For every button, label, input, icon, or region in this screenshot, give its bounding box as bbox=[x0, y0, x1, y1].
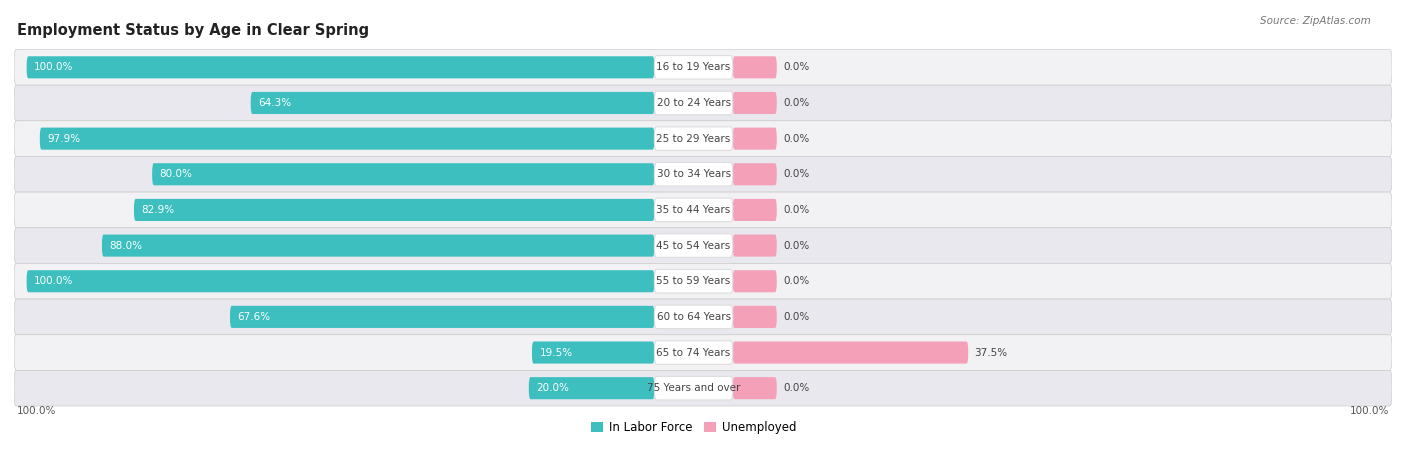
FancyBboxPatch shape bbox=[152, 163, 654, 185]
Text: 25 to 29 Years: 25 to 29 Years bbox=[657, 133, 731, 143]
Text: Employment Status by Age in Clear Spring: Employment Status by Age in Clear Spring bbox=[17, 23, 370, 38]
FancyBboxPatch shape bbox=[14, 228, 1392, 263]
FancyBboxPatch shape bbox=[733, 92, 776, 114]
FancyBboxPatch shape bbox=[14, 299, 1392, 335]
Text: 20.0%: 20.0% bbox=[536, 383, 569, 393]
Text: 0.0%: 0.0% bbox=[783, 62, 810, 72]
FancyBboxPatch shape bbox=[14, 50, 1392, 85]
Text: 30 to 34 Years: 30 to 34 Years bbox=[657, 169, 731, 179]
FancyBboxPatch shape bbox=[27, 56, 654, 78]
Text: 65 to 74 Years: 65 to 74 Years bbox=[657, 348, 731, 358]
FancyBboxPatch shape bbox=[733, 377, 776, 399]
Text: 97.9%: 97.9% bbox=[48, 133, 80, 143]
Text: 45 to 54 Years: 45 to 54 Years bbox=[657, 240, 731, 251]
FancyBboxPatch shape bbox=[134, 199, 654, 221]
Text: 82.9%: 82.9% bbox=[142, 205, 174, 215]
FancyBboxPatch shape bbox=[654, 162, 733, 186]
FancyBboxPatch shape bbox=[531, 341, 654, 364]
Text: 67.6%: 67.6% bbox=[238, 312, 271, 322]
FancyBboxPatch shape bbox=[14, 156, 1392, 192]
Text: 0.0%: 0.0% bbox=[783, 205, 810, 215]
FancyBboxPatch shape bbox=[103, 235, 654, 257]
FancyBboxPatch shape bbox=[654, 55, 733, 79]
FancyBboxPatch shape bbox=[39, 128, 654, 150]
FancyBboxPatch shape bbox=[654, 305, 733, 329]
FancyBboxPatch shape bbox=[733, 199, 776, 221]
Text: Source: ZipAtlas.com: Source: ZipAtlas.com bbox=[1260, 16, 1371, 26]
Text: 0.0%: 0.0% bbox=[783, 169, 810, 179]
Text: 0.0%: 0.0% bbox=[783, 133, 810, 143]
FancyBboxPatch shape bbox=[27, 270, 654, 292]
FancyBboxPatch shape bbox=[733, 128, 776, 150]
FancyBboxPatch shape bbox=[733, 306, 776, 328]
FancyBboxPatch shape bbox=[14, 85, 1392, 121]
FancyBboxPatch shape bbox=[654, 198, 733, 222]
FancyBboxPatch shape bbox=[654, 127, 733, 150]
Text: 0.0%: 0.0% bbox=[783, 383, 810, 393]
Text: 35 to 44 Years: 35 to 44 Years bbox=[657, 205, 731, 215]
FancyBboxPatch shape bbox=[733, 270, 776, 292]
Text: 100.0%: 100.0% bbox=[1350, 406, 1389, 416]
Text: 0.0%: 0.0% bbox=[783, 98, 810, 108]
FancyBboxPatch shape bbox=[733, 163, 776, 185]
Text: 20 to 24 Years: 20 to 24 Years bbox=[657, 98, 731, 108]
Text: 80.0%: 80.0% bbox=[160, 169, 193, 179]
Text: 0.0%: 0.0% bbox=[783, 276, 810, 286]
Text: 75 Years and over: 75 Years and over bbox=[647, 383, 741, 393]
FancyBboxPatch shape bbox=[733, 56, 776, 78]
Text: 19.5%: 19.5% bbox=[540, 348, 572, 358]
FancyBboxPatch shape bbox=[250, 92, 654, 114]
Text: 0.0%: 0.0% bbox=[783, 312, 810, 322]
FancyBboxPatch shape bbox=[654, 377, 733, 400]
FancyBboxPatch shape bbox=[654, 269, 733, 293]
FancyBboxPatch shape bbox=[529, 377, 654, 399]
FancyBboxPatch shape bbox=[733, 235, 776, 257]
Text: 37.5%: 37.5% bbox=[974, 348, 1008, 358]
FancyBboxPatch shape bbox=[654, 91, 733, 115]
FancyBboxPatch shape bbox=[654, 341, 733, 364]
Text: 16 to 19 Years: 16 to 19 Years bbox=[657, 62, 731, 72]
FancyBboxPatch shape bbox=[231, 306, 654, 328]
Text: 100.0%: 100.0% bbox=[34, 62, 73, 72]
Legend: In Labor Force, Unemployed: In Labor Force, Unemployed bbox=[586, 417, 801, 439]
FancyBboxPatch shape bbox=[14, 370, 1392, 406]
FancyBboxPatch shape bbox=[654, 234, 733, 258]
FancyBboxPatch shape bbox=[14, 335, 1392, 370]
Text: 60 to 64 Years: 60 to 64 Years bbox=[657, 312, 731, 322]
FancyBboxPatch shape bbox=[14, 121, 1392, 156]
FancyBboxPatch shape bbox=[733, 341, 969, 364]
Text: 64.3%: 64.3% bbox=[259, 98, 291, 108]
FancyBboxPatch shape bbox=[14, 263, 1392, 299]
Text: 0.0%: 0.0% bbox=[783, 240, 810, 251]
FancyBboxPatch shape bbox=[14, 192, 1392, 228]
Text: 88.0%: 88.0% bbox=[110, 240, 142, 251]
Text: 100.0%: 100.0% bbox=[34, 276, 73, 286]
Text: 55 to 59 Years: 55 to 59 Years bbox=[657, 276, 731, 286]
Text: 100.0%: 100.0% bbox=[17, 406, 56, 416]
